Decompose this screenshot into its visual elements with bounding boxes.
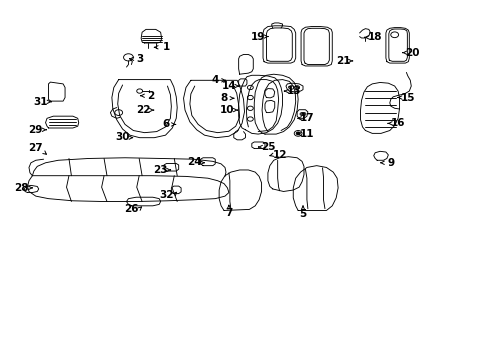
- Text: 5: 5: [299, 209, 306, 219]
- Text: 29: 29: [29, 125, 43, 135]
- Text: 16: 16: [390, 118, 405, 128]
- Text: 19: 19: [250, 32, 265, 41]
- Text: 28: 28: [14, 183, 28, 193]
- Text: 2: 2: [147, 91, 154, 101]
- Text: 20: 20: [405, 48, 419, 58]
- Text: 15: 15: [400, 93, 414, 103]
- Text: 12: 12: [272, 150, 286, 160]
- Text: 26: 26: [124, 204, 138, 215]
- Text: 14: 14: [221, 81, 236, 91]
- Text: 8: 8: [220, 93, 227, 103]
- Text: 23: 23: [153, 165, 167, 175]
- Text: 9: 9: [386, 158, 393, 168]
- Text: 27: 27: [28, 143, 43, 153]
- Text: 4: 4: [211, 75, 219, 85]
- Text: 31: 31: [33, 97, 48, 107]
- Text: 22: 22: [136, 105, 150, 115]
- Text: 17: 17: [299, 113, 314, 123]
- Text: 11: 11: [299, 129, 313, 139]
- Text: 1: 1: [163, 42, 170, 52]
- Text: 32: 32: [159, 190, 173, 200]
- Text: 21: 21: [335, 56, 349, 66]
- Text: 6: 6: [162, 120, 169, 129]
- Text: 10: 10: [220, 105, 234, 115]
- Text: 13: 13: [286, 86, 301, 96]
- Text: 30: 30: [115, 132, 130, 142]
- Text: 18: 18: [367, 32, 382, 42]
- Text: 3: 3: [136, 54, 143, 64]
- Text: 24: 24: [187, 157, 202, 167]
- Text: 7: 7: [225, 208, 232, 218]
- Circle shape: [296, 132, 300, 135]
- Text: 25: 25: [260, 142, 275, 152]
